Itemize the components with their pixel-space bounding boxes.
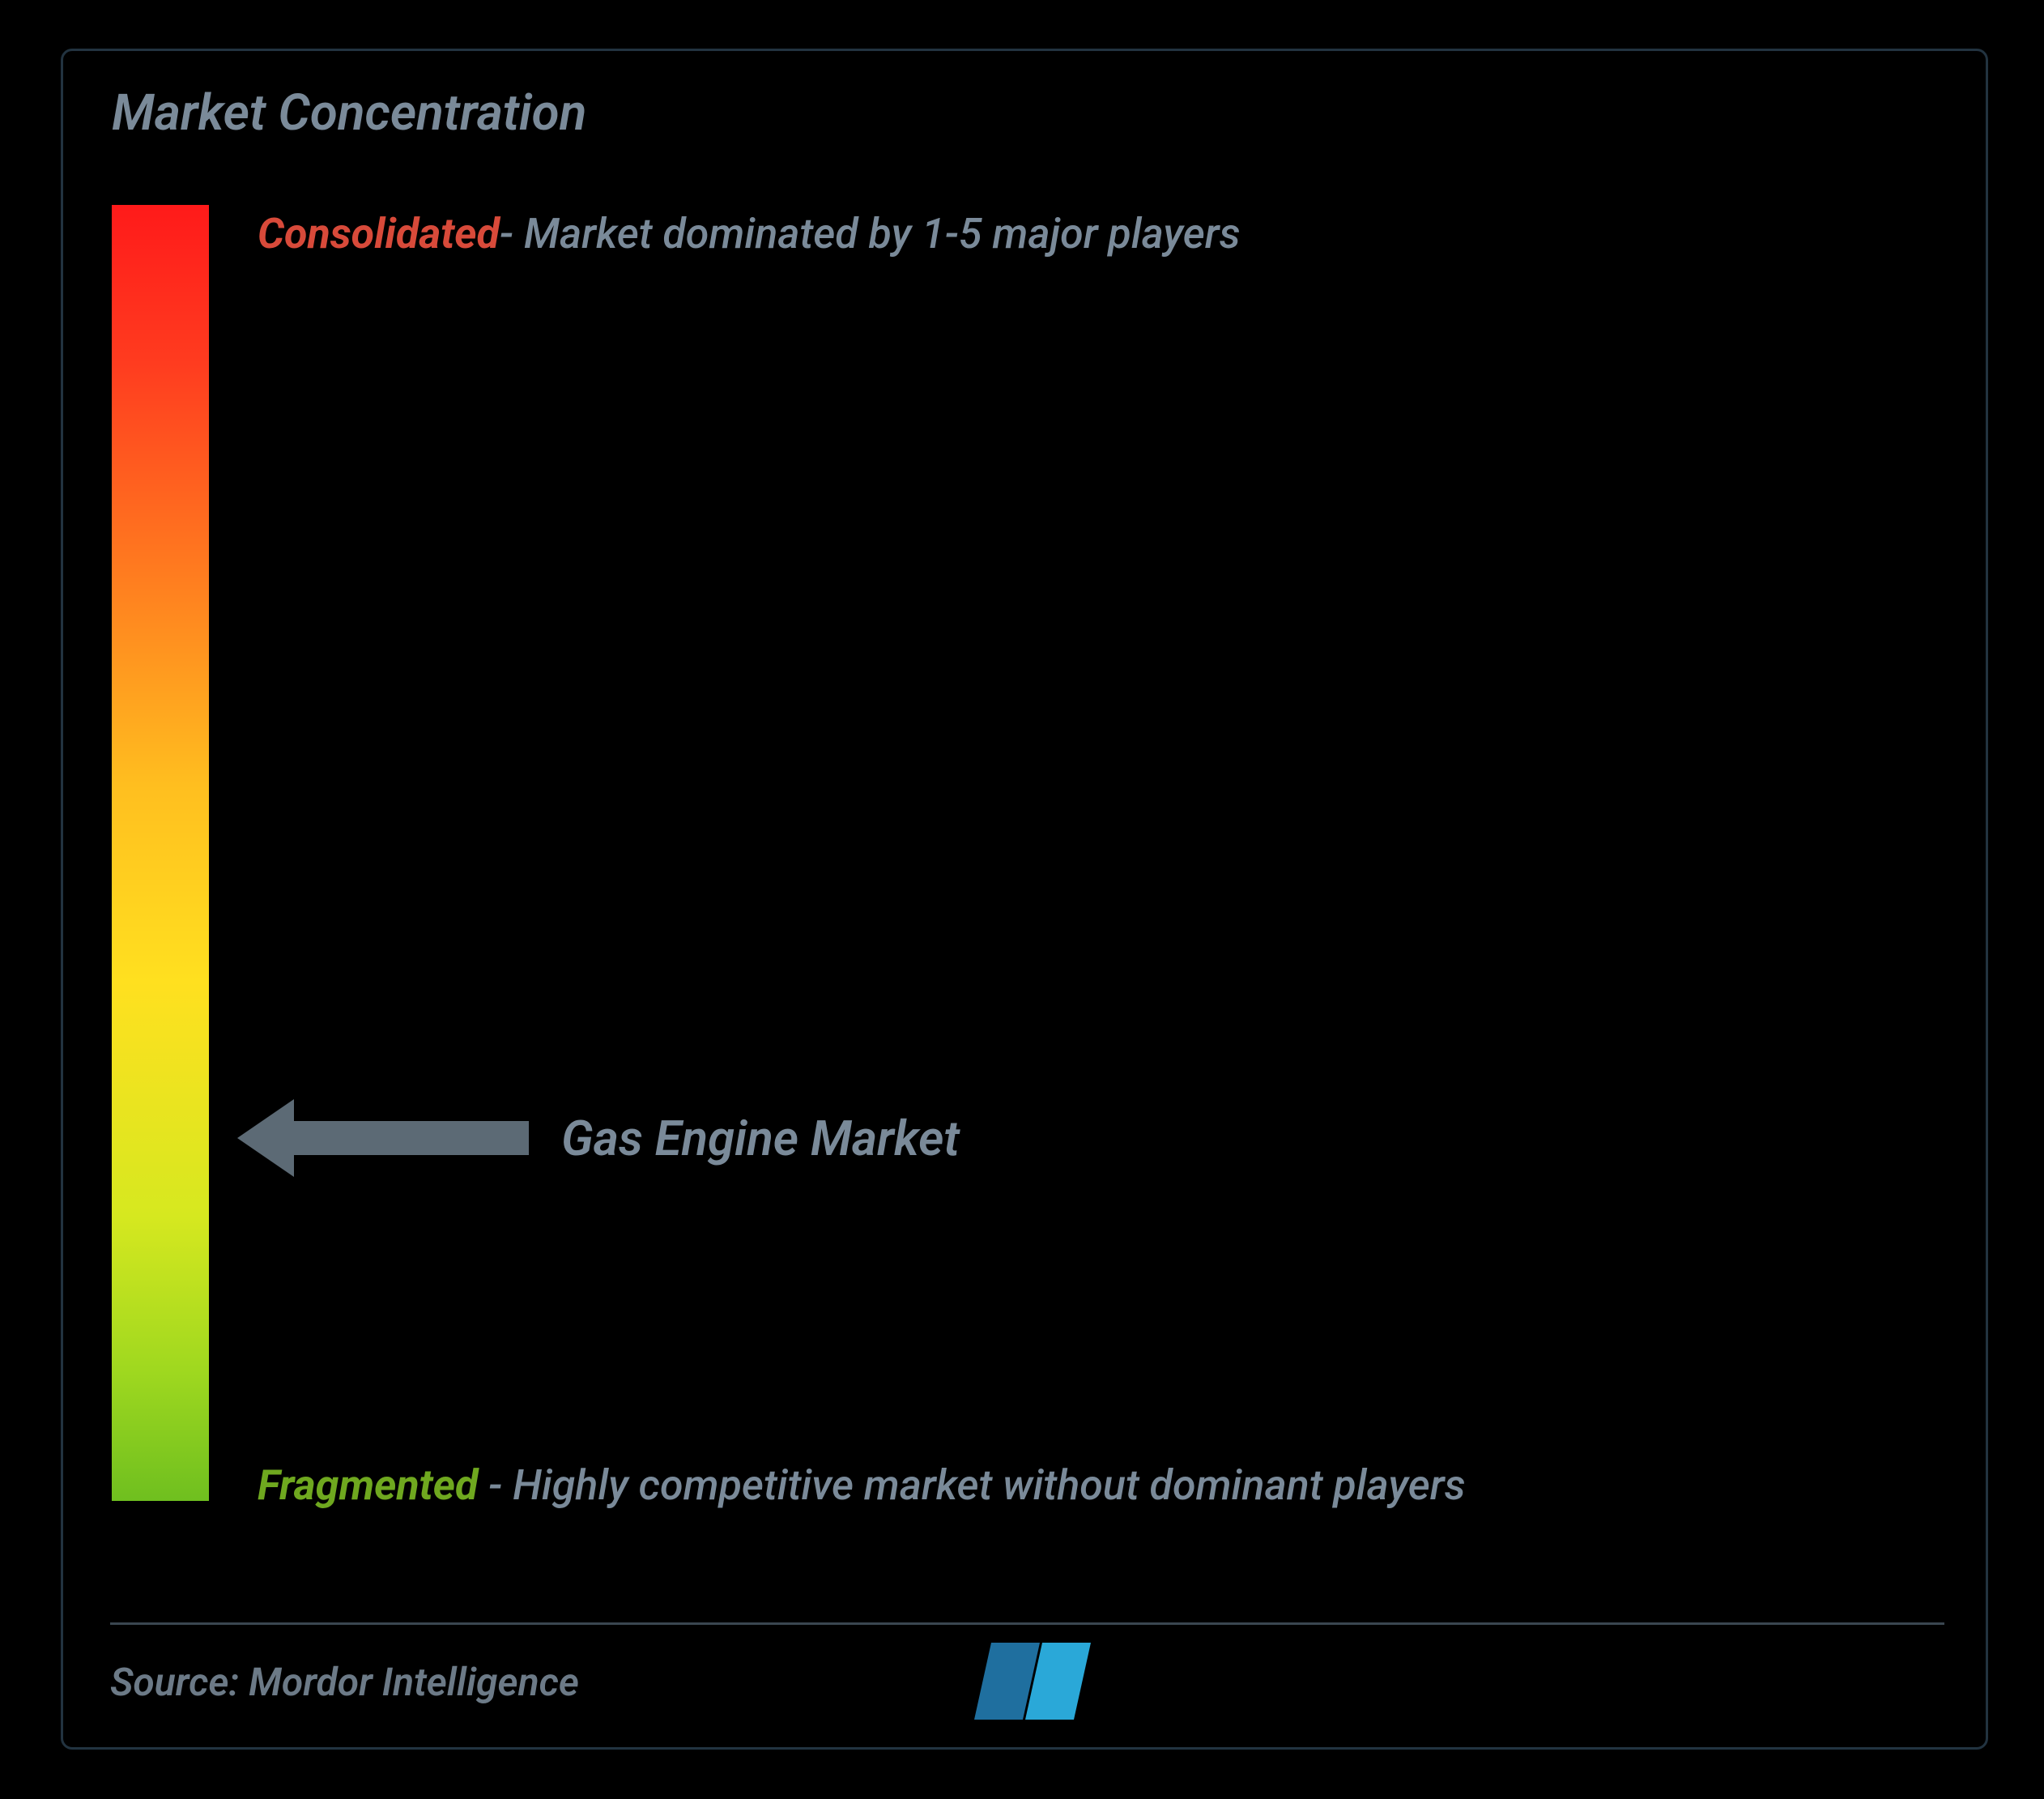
consolidated-label: Consolidated- Market dominated by 1-5 ma… <box>258 209 1241 258</box>
page-title: Market Concentration <box>112 83 586 143</box>
concentration-gradient-bar <box>112 205 209 1501</box>
arrow-left-icon <box>237 1099 529 1177</box>
market-position-marker: Gas Engine Market <box>237 1099 960 1177</box>
mordor-logo-icon <box>974 1643 1096 1720</box>
market-name-label: Gas Engine Market <box>561 1110 960 1167</box>
consolidated-key: Consolidated <box>258 209 500 258</box>
fragmented-dash: - <box>478 1460 513 1510</box>
fragmented-desc: Highly competitive market without domina… <box>513 1460 1465 1510</box>
source-attribution: Source: Mordor Intelligence <box>110 1659 579 1705</box>
footer-divider <box>110 1622 1944 1625</box>
infographic-card: Market Concentration Consolidated- Marke… <box>61 49 1988 1750</box>
consolidated-dash: - <box>500 209 513 258</box>
consolidated-desc: Market dominated by 1-5 major players <box>513 209 1241 258</box>
fragmented-label: Fragmented - Highly competitive market w… <box>258 1460 1466 1510</box>
fragmented-key: Fragmented <box>258 1460 478 1510</box>
